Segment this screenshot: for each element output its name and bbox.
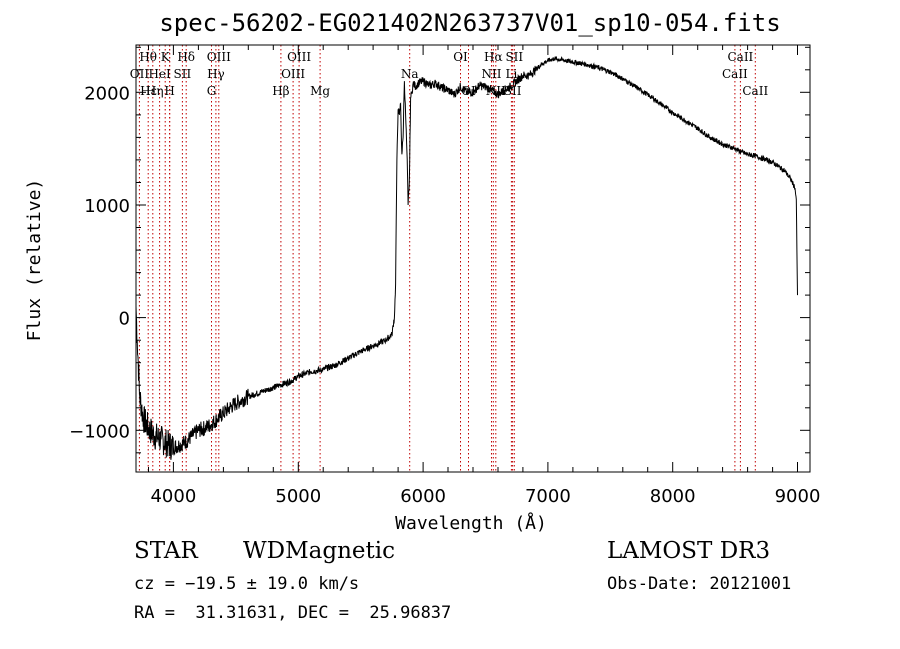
y-tick-label: 0 xyxy=(119,309,130,330)
chart-title: spec-56202-EG021402N263737V01_sp10-054.f… xyxy=(159,9,780,37)
observation-date: Obs-Date: 20121001 xyxy=(607,574,792,594)
marker-label-sii: SII xyxy=(174,67,192,81)
x-axis: 4000 5000 6000 7000 8000 9000 xyxy=(148,45,821,507)
marker-label-hε: Hε xyxy=(140,84,157,98)
coordinates: RA = 31.31631, DEC = 25.96837 xyxy=(134,603,452,623)
y-axis-label: Flux (relative) xyxy=(24,179,45,342)
marker-label-hβ: Hβ xyxy=(272,84,289,98)
marker-label-li: Li xyxy=(505,67,517,81)
x-tick-label: 8000 xyxy=(650,486,696,507)
marker-label-oiii: OIII xyxy=(281,67,305,81)
marker-label-caii: CaII xyxy=(727,50,753,64)
marker-label-hθ: Hθ xyxy=(139,50,157,64)
x-axis-label: Wavelength (Å) xyxy=(395,512,547,534)
x-tick-label: 7000 xyxy=(525,486,571,507)
y-tick-label: 2000 xyxy=(84,83,130,104)
marker-label-sii: SII xyxy=(505,50,523,64)
x-tick-label: 5000 xyxy=(275,486,321,507)
marker-label-na: Na xyxy=(401,67,419,81)
redshift-value: cz = −19.5 ± 19.0 km/s xyxy=(134,574,360,594)
y-axis: −1000 0 1000 2000 xyxy=(69,46,810,454)
marker-label-oii: OII xyxy=(130,67,150,81)
y-tick-label: −1000 xyxy=(69,421,130,442)
x-tick-label: 4000 xyxy=(150,486,196,507)
marker-label-oi: OI xyxy=(453,50,468,64)
marker-label-hδ: Hδ xyxy=(177,50,195,64)
marker-label-g: G xyxy=(207,84,217,98)
emission-line-markers xyxy=(138,45,756,472)
object-subclass: WDMagnetic xyxy=(243,538,395,564)
marker-label-mg: Mg xyxy=(310,84,330,98)
marker-label-h: H xyxy=(164,84,174,98)
x-tick-label: 9000 xyxy=(775,486,821,507)
marker-label-nii: NII xyxy=(482,67,502,81)
object-class: STAR xyxy=(134,538,198,564)
marker-label-hα: Hα xyxy=(484,50,503,64)
survey-name: LAMOST DR3 xyxy=(607,538,771,564)
spectrum-line xyxy=(135,56,798,460)
marker-label-hei: HeI xyxy=(148,67,171,81)
marker-label-k: K xyxy=(161,50,171,64)
marker-label-caii: CaII xyxy=(722,67,748,81)
marker-label-caii: CaII xyxy=(742,84,768,98)
marker-label-hγ: Hγ xyxy=(207,67,225,81)
marker-label-oiii: OIII xyxy=(287,50,311,64)
marker-label-oiii: OIII xyxy=(207,50,231,64)
x-tick-label: 6000 xyxy=(400,486,446,507)
marker-label-hη: Hη xyxy=(146,84,164,98)
y-tick-label: 1000 xyxy=(84,196,130,217)
